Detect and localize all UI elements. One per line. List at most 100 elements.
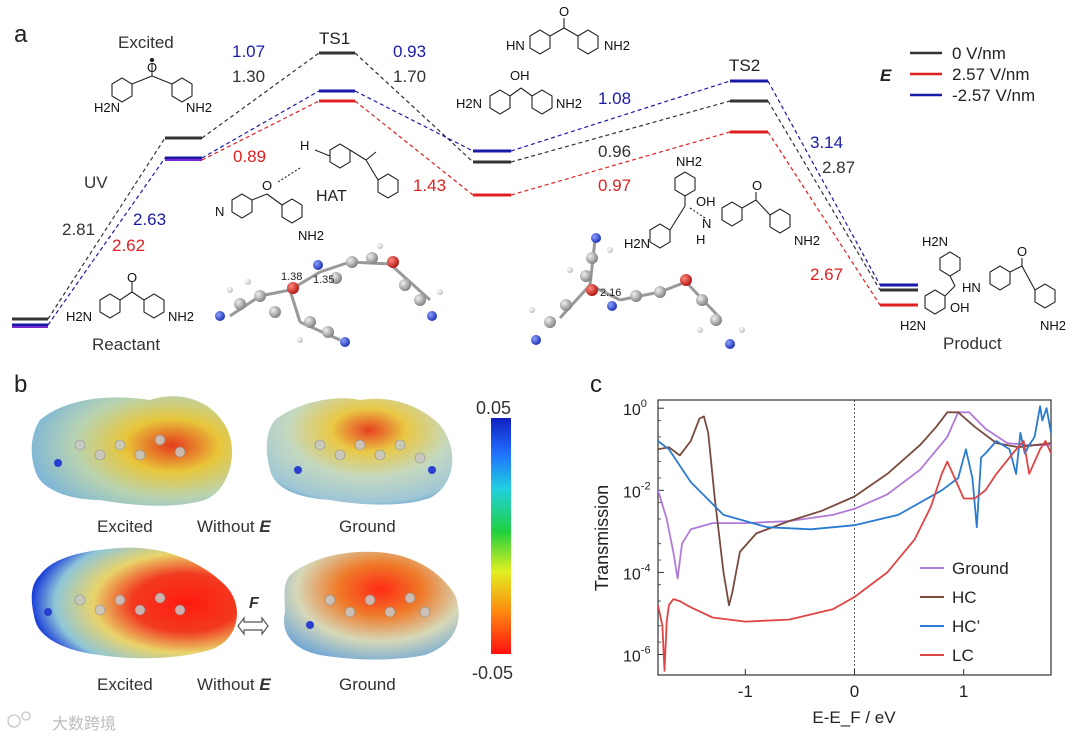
label-uv: UV: [84, 173, 108, 192]
energy-ts2-left-blue: 1.08: [598, 89, 631, 108]
series-hc: [658, 405, 1051, 531]
panel-label-c: c: [590, 371, 602, 398]
energy-ts1-left-red: 0.89: [233, 147, 266, 166]
energy-uv-black: 2.81: [62, 220, 95, 239]
legend-field-symbol: E: [880, 66, 892, 85]
double-arrow-icon: [237, 616, 269, 636]
mol-ts1-n: N: [215, 204, 224, 219]
legend-label: HC’: [952, 617, 980, 636]
molecule-reactant: [99, 282, 165, 319]
watermark-text: 大数跨境: [52, 714, 116, 733]
y-tick-label: 10-4: [623, 562, 651, 583]
mol-prod-h2n-bot: H2N: [900, 318, 926, 333]
field-legend: E 0 V/nm 2.57 V/nm -2.57 V/nm: [880, 44, 1035, 105]
watermark: 大数跨境: [7, 711, 116, 733]
esp-label-without-top: Without E: [197, 517, 271, 536]
energy-diagram: Excited TS1 TS2 Reactant Product UV HAT …: [12, 4, 1066, 354]
mol-reactant-h2n: H2N: [66, 309, 92, 324]
colorbar-min: -0.05: [472, 663, 513, 683]
geometry-ts1: [215, 243, 443, 347]
esp-panel: Excited Without E Ground Excited Without…: [31, 396, 513, 694]
energy-ts2-right-red: 2.67: [810, 265, 843, 284]
energy-ts2-left-red: 0.97: [598, 176, 631, 195]
bond-label-3: 2.16: [600, 287, 621, 299]
mol-prod-oh: OH: [950, 300, 970, 315]
colorbar-max: 0.05: [476, 398, 511, 418]
esp-excited-bottom: [31, 547, 237, 659]
energy-ts2-right-blue: 3.14: [810, 133, 843, 152]
esp-label-ground-top: Ground: [339, 517, 396, 536]
energy-ts2-left-black: 0.96: [598, 142, 631, 161]
mol-ts2-oh: OH: [696, 194, 716, 209]
mol-prod-h2n-top: H2N: [922, 234, 948, 249]
chart-y-label: Transmission: [592, 485, 612, 591]
molecule-excited: [111, 57, 193, 103]
energy-ts2-right-black: 2.87: [822, 158, 855, 177]
esp-label-without-bottom: Without E: [197, 675, 271, 694]
label-ts1: TS1: [319, 29, 350, 48]
mol-int-oh: OH: [510, 68, 530, 83]
energy-ts1-right-red: 1.43: [413, 176, 446, 195]
label-excited: Excited: [118, 33, 174, 52]
panel-label-b: b: [14, 371, 27, 398]
esp-label-excited-top: Excited: [97, 517, 153, 536]
label-hat: HAT: [316, 188, 347, 205]
mol-ts1-nh2: NH2: [298, 228, 324, 243]
x-tick-label: 1: [959, 682, 968, 701]
label-reactant: Reactant: [92, 335, 160, 354]
mol-prod-o: O: [1017, 244, 1027, 259]
transmission-chart: -1 0 1 10-6 10-4 10-2 100 Ground HC HC’ LC E-E_F…: [592, 398, 1052, 727]
molecule-ts2: [649, 171, 791, 249]
mol-ts2-n: N: [702, 216, 711, 231]
mol-ts1-o: O: [262, 178, 272, 193]
mol-ts2-o: O: [752, 178, 762, 193]
mol-excited-nh2: NH2: [186, 100, 212, 115]
mol-excited-h2n: H2N: [94, 100, 120, 115]
series-lc: [658, 440, 1051, 672]
series-ground: [658, 411, 1051, 580]
path-blue: [47, 80, 881, 326]
mol-prod-hn: HN: [962, 280, 981, 295]
mol-ts2-h: H: [696, 232, 705, 247]
energy-uv-red: 2.62: [112, 236, 145, 255]
legend-label: Ground: [952, 559, 1009, 578]
mol-ts2-nh2-right: NH2: [794, 233, 820, 248]
field-f-label: F: [249, 595, 260, 612]
label-ts2: TS2: [729, 56, 760, 75]
geometry-ts2: [529, 233, 745, 349]
mol-int-h2n: H2N: [456, 96, 482, 111]
legend-label-2: -2.57 V/nm: [952, 86, 1035, 105]
bond-label-1: 1.38: [281, 271, 302, 283]
esp-label-ground-bottom: Ground: [339, 675, 396, 694]
panel-label-a: a: [14, 21, 28, 48]
mol-int-hn: HN: [506, 38, 525, 53]
x-tick-label: 0: [850, 682, 859, 701]
mol-ts2-nh2-top: NH2: [676, 154, 702, 169]
y-tick-label: 10-6: [623, 644, 651, 665]
path-black: [47, 52, 881, 320]
molecule-product: [924, 251, 1056, 315]
energy-ts1-right-blue: 0.93: [393, 42, 426, 61]
mol-int-o: O: [559, 4, 569, 19]
mol-prod-nh2: NH2: [1040, 318, 1066, 333]
colorbar: [491, 418, 511, 654]
mol-reactant-nh2: NH2: [168, 309, 194, 324]
molecule-intermediate: [489, 18, 599, 115]
mol-ts1-h: H: [300, 138, 309, 153]
mol-int-nh2-bot: NH2: [556, 96, 582, 111]
chart-x-label: E-E_F / eV: [812, 708, 896, 727]
y-tick-label: 100: [623, 398, 647, 419]
bond-label-2: 1.35: [313, 274, 334, 286]
legend-label-0: 0 V/nm: [952, 44, 1006, 63]
esp-label-excited-bottom: Excited: [97, 675, 153, 694]
esp-ground-top: [266, 398, 453, 505]
molecule-ts1: [231, 143, 399, 224]
path-red: [201, 100, 881, 306]
esp-excited-top: [31, 396, 233, 506]
mol-reactant-o: O: [127, 270, 137, 285]
x-tick-label: -1: [738, 682, 753, 701]
y-tick-label: 10-2: [623, 480, 651, 501]
energy-ts1-left-black: 1.30: [232, 67, 265, 86]
label-product: Product: [943, 334, 1002, 353]
